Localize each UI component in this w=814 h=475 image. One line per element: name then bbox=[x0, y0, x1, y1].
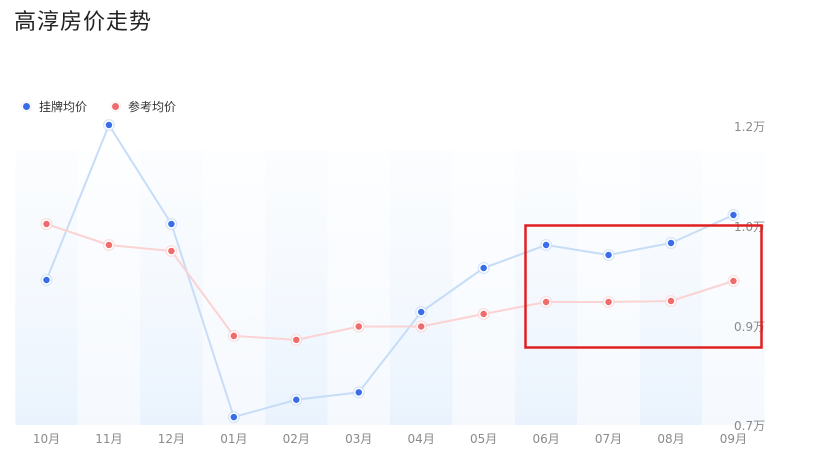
data-point-listing-price bbox=[41, 275, 52, 285]
data-point-listing-price bbox=[603, 250, 614, 260]
y-tick-label: 1.2万 bbox=[734, 120, 765, 134]
column-band bbox=[639, 150, 703, 425]
series-line-listing-price bbox=[45, 124, 734, 419]
legend: 挂牌均价 参考均价 bbox=[22, 98, 176, 115]
x-tick-label: 10月 bbox=[33, 432, 60, 446]
data-point-reference-price bbox=[728, 276, 739, 286]
data-point-listing-price bbox=[291, 395, 302, 405]
column-band bbox=[577, 150, 640, 425]
data-point-reference-price bbox=[354, 321, 364, 332]
x-tick-label: 06月 bbox=[532, 432, 559, 446]
data-point-listing-price bbox=[541, 240, 551, 250]
data-point-reference-price bbox=[291, 335, 302, 345]
data-point-reference-price bbox=[41, 219, 52, 229]
column-band bbox=[327, 150, 390, 425]
legend-label-reference-price: 参考均价 bbox=[128, 100, 177, 114]
y-tick-label: 0.7万 bbox=[734, 419, 765, 433]
x-tick-label: 07月 bbox=[595, 432, 622, 446]
x-tick-label: 11月 bbox=[95, 432, 122, 446]
data-point-listing-price bbox=[416, 307, 426, 317]
data-point-listing-price bbox=[166, 219, 177, 229]
x-tick-label: 12月 bbox=[158, 432, 185, 446]
data-point-reference-price bbox=[603, 297, 614, 307]
column-band bbox=[15, 150, 78, 425]
highlight-box bbox=[524, 224, 763, 349]
data-point-listing-price bbox=[104, 120, 114, 130]
x-tick-label: 03月 bbox=[345, 432, 372, 446]
column-band bbox=[140, 150, 203, 425]
series-line-reference-price bbox=[46, 223, 734, 341]
y-tick-label: 0.9万 bbox=[734, 320, 765, 334]
legend-label-listing-price: 挂牌均价 bbox=[39, 100, 88, 114]
data-point-listing-price bbox=[666, 238, 676, 248]
x-tick-label: 08月 bbox=[657, 432, 684, 446]
data-point-reference-price bbox=[229, 331, 239, 341]
x-tick-label: 05月 bbox=[470, 432, 497, 446]
data-point-reference-price bbox=[541, 297, 551, 307]
legend-item-reference-price[interactable]: 参考均价 bbox=[111, 98, 176, 115]
data-point-reference-price bbox=[478, 309, 489, 319]
x-tick-label: 09月 bbox=[720, 432, 747, 446]
column-band bbox=[514, 150, 578, 425]
y-tick-label: 1.0万 bbox=[734, 220, 765, 234]
column-band bbox=[389, 150, 453, 425]
x-tick-label: 02月 bbox=[283, 432, 310, 446]
data-point-reference-price bbox=[666, 296, 676, 306]
column-band bbox=[77, 150, 141, 425]
data-point-listing-price bbox=[354, 387, 364, 398]
data-point-reference-price bbox=[416, 321, 426, 332]
x-tick-label: 01月 bbox=[220, 432, 247, 446]
data-point-listing-price bbox=[229, 412, 239, 422]
data-point-listing-price bbox=[728, 210, 739, 220]
data-point-reference-price bbox=[166, 246, 177, 256]
legend-dot-listing-price bbox=[22, 102, 31, 111]
legend-dot-reference-price bbox=[111, 102, 121, 111]
x-tick-label: 04月 bbox=[408, 432, 435, 446]
data-point-listing-price bbox=[478, 263, 489, 273]
chart-title: 高淳房价走势 bbox=[14, 10, 153, 35]
legend-item-listing-price[interactable]: 挂牌均价 bbox=[22, 98, 87, 115]
data-point-reference-price bbox=[104, 240, 114, 250]
column-band bbox=[202, 150, 266, 425]
column-band bbox=[265, 150, 328, 425]
column-band bbox=[452, 150, 515, 425]
